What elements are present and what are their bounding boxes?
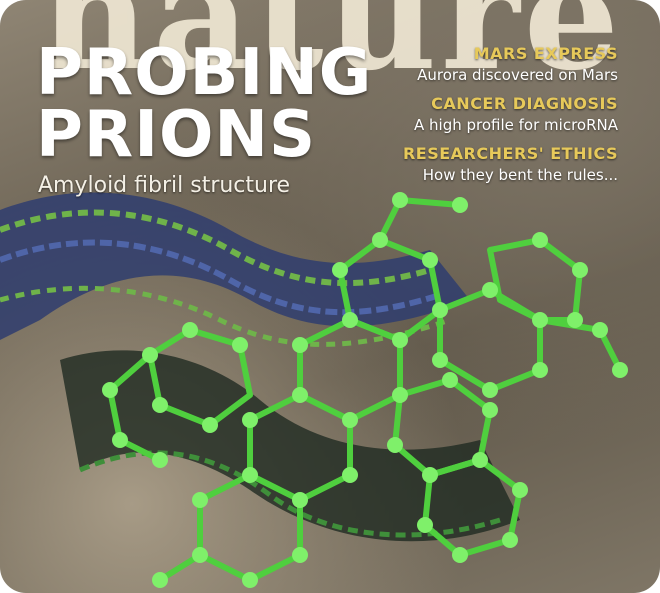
cover-line-item: MARS EXPRESS Aurora discovered on Mars [328, 44, 618, 84]
headline-line-1: PROBING [36, 36, 373, 110]
cover-headline: PROBING PRIONS [36, 36, 373, 172]
cover-lines: MARS EXPRESS Aurora discovered on Mars C… [328, 44, 618, 194]
cover-line-subtitle: How they bent the rules... [422, 166, 618, 184]
cover-line-item: CANCER DIAGNOSIS A high profile for micr… [328, 94, 618, 134]
cover-line-subtitle: A high profile for microRNA [414, 116, 618, 134]
cover-subhead: Amyloid fibril structure [38, 173, 291, 198]
masthead: nature [40, 0, 624, 104]
cover-line-item: RESEARCHERS' ETHICS How they bent the ru… [328, 144, 618, 184]
headline-line-2: PRIONS [36, 98, 317, 172]
cover-line-title: RESEARCHERS' ETHICS [402, 144, 618, 163]
cover-line-title: MARS EXPRESS [473, 44, 618, 63]
cover-line-title: CANCER DIAGNOSIS [431, 94, 618, 113]
cover-line-subtitle: Aurora discovered on Mars [417, 66, 618, 84]
